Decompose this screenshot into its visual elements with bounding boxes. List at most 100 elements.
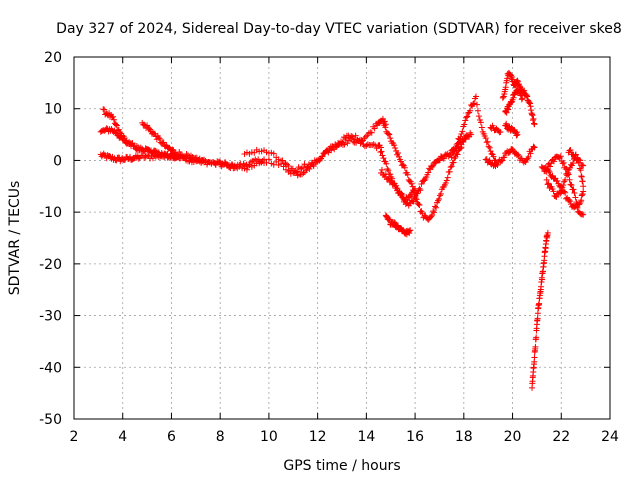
data-point xyxy=(113,122,120,129)
data-point xyxy=(524,155,531,162)
x-tick-label: 22 xyxy=(552,429,570,445)
data-point xyxy=(437,190,444,197)
data-point xyxy=(382,124,389,131)
x-tick-label: 24 xyxy=(601,429,619,445)
data-point xyxy=(392,144,399,151)
data-point xyxy=(344,140,351,147)
data-point xyxy=(550,158,557,165)
data-point xyxy=(562,177,569,184)
data-point xyxy=(462,117,469,124)
data-point xyxy=(292,167,299,174)
data-point xyxy=(473,93,479,100)
data-point xyxy=(401,164,408,171)
data-point xyxy=(579,211,586,218)
data-point xyxy=(379,152,386,159)
data-point xyxy=(577,157,584,164)
data-point xyxy=(126,138,133,145)
data-point xyxy=(560,182,567,189)
data-point xyxy=(468,131,475,138)
data-point xyxy=(137,144,144,151)
data-point xyxy=(461,121,468,128)
data-point xyxy=(418,180,425,187)
data-point xyxy=(569,160,576,167)
x-tick-label: 2 xyxy=(70,429,79,445)
data-point xyxy=(506,149,513,156)
data-point xyxy=(364,141,371,148)
data-point xyxy=(572,194,579,201)
data-point xyxy=(580,162,587,169)
data-point xyxy=(567,146,574,153)
data-point xyxy=(525,153,532,160)
data-point xyxy=(155,151,162,158)
y-tick-label: -20 xyxy=(39,257,62,273)
data-point xyxy=(397,158,404,165)
data-point xyxy=(421,177,428,184)
y-tick-label: 0 xyxy=(53,153,62,169)
data-point xyxy=(482,135,489,142)
data-point xyxy=(385,130,392,137)
data-point xyxy=(141,121,148,128)
data-point xyxy=(430,208,437,215)
data-point xyxy=(475,113,482,120)
data-point xyxy=(567,181,574,188)
data-point xyxy=(177,151,184,158)
data-point xyxy=(404,171,411,178)
data-point xyxy=(501,154,508,161)
data-point xyxy=(580,211,587,218)
grid xyxy=(74,57,610,419)
x-tick-label: 8 xyxy=(216,429,225,445)
data-point xyxy=(560,159,567,166)
data-point xyxy=(319,153,326,160)
data-point xyxy=(378,148,385,155)
data-point xyxy=(158,152,165,159)
data-point xyxy=(539,276,546,283)
data-point xyxy=(282,160,289,167)
data-point xyxy=(543,176,550,183)
data-point xyxy=(474,107,481,114)
data-point xyxy=(376,142,383,149)
data-point xyxy=(499,157,506,164)
y-axis-label: SDTVAR / TECUs xyxy=(7,181,23,296)
data-point xyxy=(457,133,464,140)
data-point xyxy=(533,334,540,341)
y-tick-label: 10 xyxy=(44,102,62,118)
data-point xyxy=(457,145,464,152)
data-point xyxy=(110,116,117,123)
data-point xyxy=(545,180,552,187)
data-point xyxy=(377,149,384,156)
x-tick-label: 6 xyxy=(167,429,176,445)
data-point xyxy=(448,154,455,161)
data-point xyxy=(135,155,142,162)
data-point xyxy=(559,187,566,194)
data-point xyxy=(243,166,250,173)
x-tick-label: 14 xyxy=(357,429,375,445)
data-point xyxy=(579,161,586,168)
data-point xyxy=(425,169,432,176)
x-tick-label: 4 xyxy=(118,429,127,445)
data-points xyxy=(97,70,587,391)
data-point xyxy=(467,107,474,114)
data-point xyxy=(532,343,539,350)
data-point xyxy=(448,163,455,170)
data-point xyxy=(452,145,459,152)
data-point xyxy=(384,166,391,173)
data-point xyxy=(436,192,443,199)
data-point xyxy=(559,160,566,167)
data-point xyxy=(371,125,378,132)
data-point xyxy=(547,163,554,170)
data-point xyxy=(385,167,392,174)
data-point xyxy=(550,188,557,195)
data-point xyxy=(470,100,477,107)
data-point xyxy=(572,152,579,159)
data-point xyxy=(394,185,401,192)
data-point xyxy=(145,146,152,153)
data-point xyxy=(298,165,305,172)
data-point xyxy=(446,168,453,175)
y-tick-label: -30 xyxy=(39,309,62,325)
y-tick-label: -40 xyxy=(39,360,62,376)
data-point xyxy=(109,113,116,120)
data-point xyxy=(383,160,390,167)
data-point xyxy=(101,106,108,113)
data-point xyxy=(571,189,578,196)
